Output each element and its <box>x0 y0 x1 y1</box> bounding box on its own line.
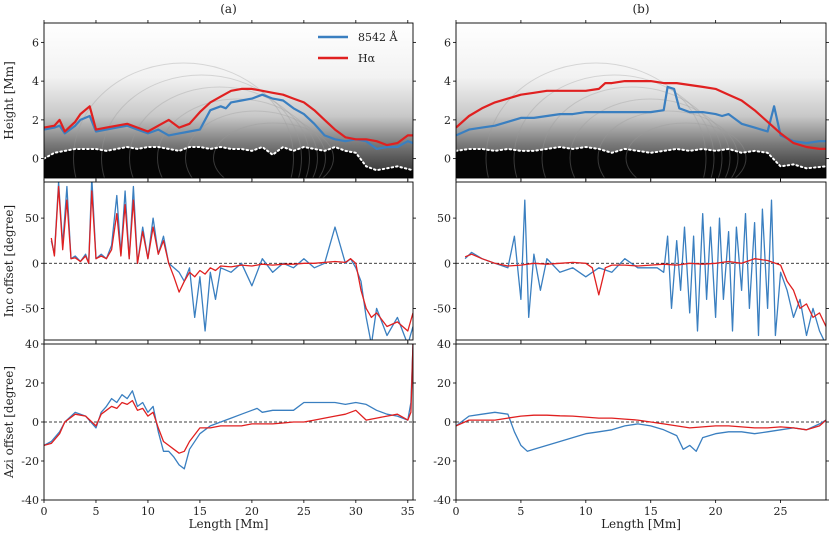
x-tick-label: 15 <box>193 505 207 518</box>
y-tick-label: 40 <box>437 338 451 351</box>
x-tick-label: 5 <box>92 505 99 518</box>
series-line-halpha <box>464 253 826 327</box>
panel-height-0: 0 2 4 6 Height [Mm] 8542 Å Hα <box>2 20 416 181</box>
x-tick-label: 20 <box>709 505 723 518</box>
x-tick-label: 10 <box>579 505 593 518</box>
loop-structure <box>625 122 747 178</box>
x-tick-label: 30 <box>349 505 363 518</box>
x-axis-label: Length [Mm] <box>189 517 269 531</box>
x-tick-label: 35 <box>401 505 415 518</box>
series-line-halpha <box>456 414 826 431</box>
plot-area <box>456 411 826 452</box>
y-tick-label: 0 <box>444 416 451 429</box>
axes-frame <box>455 181 827 341</box>
y-tick-label: 40 <box>25 338 39 351</box>
loop-structure <box>157 98 318 178</box>
series-line-ca8542 <box>456 85 826 145</box>
y-tick-label: 4 <box>32 75 39 88</box>
series-line-ca8542 <box>44 344 413 470</box>
y-axis-label: Azi offset [degree] <box>2 366 16 479</box>
loop-structure <box>513 74 715 178</box>
y-tick-label: -20 <box>433 455 451 468</box>
series-line-ca8542 <box>50 182 413 340</box>
y-tick-label: 50 <box>437 212 451 225</box>
y-tick-label: -40 <box>433 494 451 507</box>
surface-dotted-line <box>44 145 413 172</box>
panel-azimuth-1: -40 -20 0 20 40 0 5 10 15 20 25 <box>433 338 829 518</box>
panel-inclination-0: -50 0 50 Inc offset [degree] <box>2 179 416 343</box>
loop-structure <box>73 62 294 178</box>
y-tick-label: 20 <box>437 377 451 390</box>
panel-height-1: 0 2 4 6 <box>444 20 829 181</box>
y-tick-label: 0 <box>444 257 451 270</box>
y-tick-label: 0 <box>32 416 39 429</box>
x-tick-label: 5 <box>517 505 524 518</box>
plot-area <box>44 23 413 178</box>
series-line-halpha <box>456 80 826 150</box>
y-tick-label: 2 <box>32 114 39 127</box>
loop-structure <box>129 86 310 178</box>
y-tick-label: 20 <box>25 377 39 390</box>
loop-structure <box>185 110 326 178</box>
surface-dotted-line <box>456 145 826 170</box>
legend-label: 8542 Å <box>358 30 398 44</box>
loop-structure <box>597 110 739 178</box>
loop-structure <box>101 74 302 178</box>
y-tick-label: 50 <box>25 212 39 225</box>
dark-lower-region <box>44 147 413 178</box>
y-tick-label: 0 <box>32 257 39 270</box>
x-tick-label: 10 <box>141 505 155 518</box>
dark-lower-region <box>456 147 826 178</box>
panel-inclination-1: -50 0 50 <box>433 179 829 343</box>
plot-area <box>44 344 413 470</box>
x-tick-label: 25 <box>774 505 788 518</box>
y-tick-label: 2 <box>444 114 451 127</box>
legend: 8542 Å Hα <box>318 30 398 65</box>
plot-area <box>44 182 413 340</box>
y-tick-label: 0 <box>444 153 451 166</box>
y-tick-label: 6 <box>444 36 451 49</box>
axes-frame <box>43 181 414 341</box>
series-line-halpha <box>44 87 413 147</box>
y-tick-label: 4 <box>444 75 451 88</box>
x-tick-label: 20 <box>245 505 259 518</box>
loop-structure <box>541 86 723 178</box>
y-tick-label: -50 <box>433 302 451 315</box>
plot-area <box>456 199 826 340</box>
y-tick-label: -50 <box>21 302 39 315</box>
x-tick-label: 0 <box>453 505 460 518</box>
y-tick-label: 0 <box>32 153 39 166</box>
axes-frame <box>43 22 414 179</box>
column-title-1: (b) <box>632 2 649 16</box>
series-line-ca8542 <box>464 199 825 340</box>
series-line-halpha <box>44 344 413 454</box>
axes-frame <box>455 22 827 179</box>
x-tick-label: 0 <box>41 505 48 518</box>
y-tick-label: -20 <box>21 455 39 468</box>
column-title-0: (a) <box>220 2 237 16</box>
loop-structure <box>213 122 334 178</box>
x-axis-label: Length [Mm] <box>601 517 681 531</box>
y-axis-label: Height [Mm] <box>2 61 16 139</box>
legend-label: Hα <box>358 52 376 65</box>
panel-azimuth-0: -40 -20 0 20 40 0 5 10 15 20 25 30 35 Azi offset [deg… <box>2 338 416 518</box>
series-line-ca8542 <box>456 411 826 452</box>
y-axis-label: Inc offset [degree] <box>2 205 16 317</box>
x-tick-label: 15 <box>644 505 658 518</box>
y-tick-label: -40 <box>21 494 39 507</box>
series-line-ca8542 <box>44 93 413 150</box>
plot-area <box>456 23 826 178</box>
series-line-halpha <box>50 185 413 332</box>
x-tick-label: 25 <box>297 505 311 518</box>
y-tick-label: 6 <box>32 36 39 49</box>
loop-structure <box>569 98 731 178</box>
loop-structure <box>485 62 707 178</box>
